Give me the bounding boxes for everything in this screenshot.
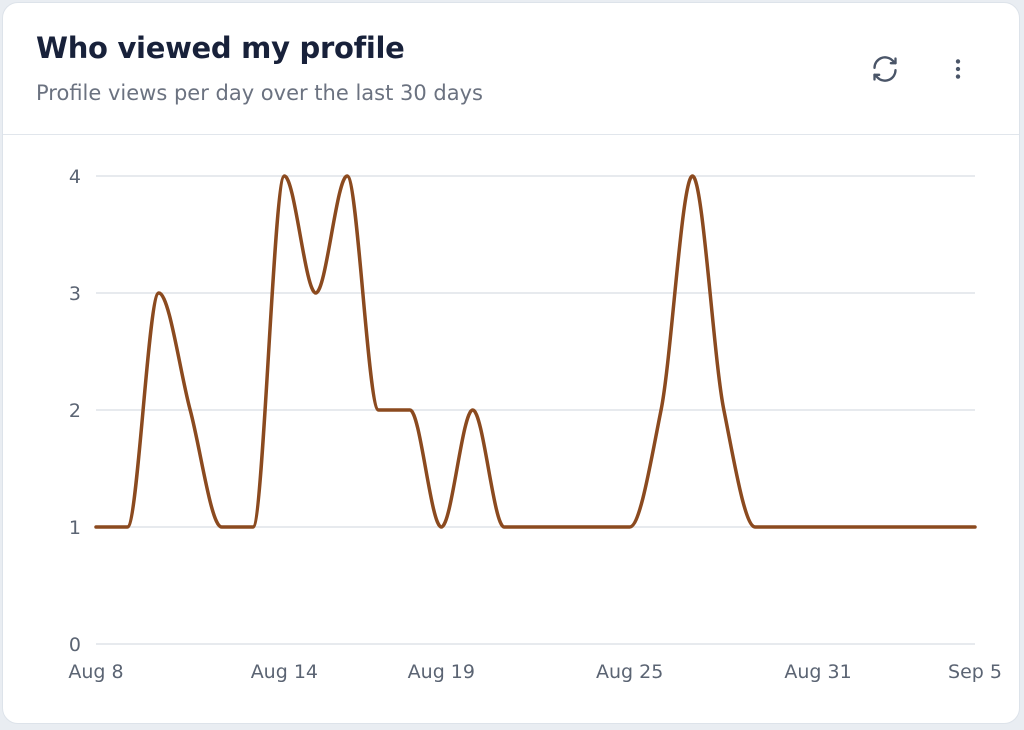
card-subtitle: Profile views per day over the last 30 d… (36, 81, 483, 105)
data-point[interactable] (467, 404, 479, 416)
chart-area: 0 1 2 3 4 Aug 8 Aug 14 Aug 19 Aug 25 Aug 31 Sep 5 (3, 136, 1019, 723)
x-tick-label: Aug 31 (784, 661, 851, 683)
x-tick-label: Sep 5 (948, 661, 1002, 683)
x-tick-label: Aug 14 (251, 661, 318, 683)
data-point[interactable] (341, 170, 353, 182)
refresh-button[interactable] (865, 49, 905, 89)
data-point[interactable] (373, 404, 385, 416)
refresh-icon (873, 56, 897, 82)
card-title: Who viewed my profile (36, 31, 405, 65)
data-point[interactable] (278, 170, 290, 182)
data-point[interactable] (216, 521, 228, 533)
data-point[interactable] (184, 404, 196, 416)
y-axis-ticks: 0 1 2 3 4 (69, 166, 81, 656)
data-point[interactable] (530, 521, 542, 533)
more-options-button[interactable] (938, 49, 978, 89)
data-point[interactable] (90, 521, 102, 533)
data-point[interactable] (718, 404, 730, 416)
x-tick-label: Aug 19 (408, 661, 475, 683)
series-lines (90, 170, 981, 533)
x-axis-ticks: Aug 8 Aug 14 Aug 19 Aug 25 Aug 31 Sep 5 (68, 661, 1002, 683)
card-header: Who viewed my profile Profile views per … (3, 3, 1019, 135)
data-point[interactable] (624, 521, 636, 533)
data-point[interactable] (121, 521, 133, 533)
y-tick-label: 1 (69, 517, 81, 539)
y-tick-label: 2 (69, 400, 81, 422)
y-tick-label: 4 (69, 166, 81, 188)
x-tick-label: Aug 25 (596, 661, 663, 683)
grid-lines (96, 175, 975, 645)
data-point[interactable] (686, 170, 698, 182)
data-point[interactable] (247, 521, 259, 533)
data-point[interactable] (812, 521, 824, 533)
profile-views-line-chart: 0 1 2 3 4 Aug 8 Aug 14 Aug 19 Aug 25 Aug 31 Sep 5 (68, 166, 1002, 683)
data-point[interactable] (938, 521, 950, 533)
more-vertical-icon (955, 59, 961, 79)
data-point[interactable] (906, 521, 918, 533)
data-point[interactable] (435, 521, 447, 533)
y-tick-label: 0 (69, 634, 81, 656)
data-point[interactable] (969, 521, 981, 533)
x-tick-label: Aug 8 (68, 661, 123, 683)
data-point[interactable] (875, 521, 887, 533)
data-point[interactable] (404, 404, 416, 416)
y-tick-label: 3 (69, 283, 81, 305)
data-point[interactable] (153, 287, 165, 299)
data-point[interactable] (843, 521, 855, 533)
series-line (94, 174, 977, 529)
data-point[interactable] (592, 521, 604, 533)
data-point[interactable] (655, 404, 667, 416)
data-point[interactable] (561, 521, 573, 533)
data-point[interactable] (498, 521, 510, 533)
data-point[interactable] (781, 521, 793, 533)
data-point[interactable] (749, 521, 761, 533)
data-point[interactable] (310, 287, 322, 299)
